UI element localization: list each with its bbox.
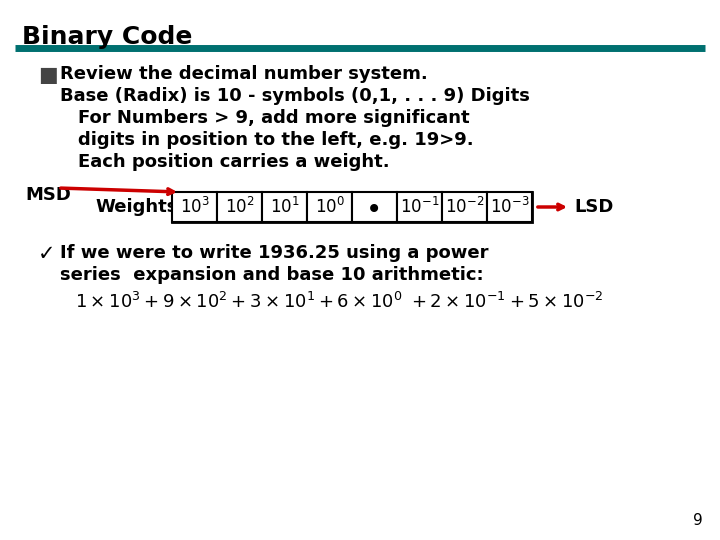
Text: Binary Code: Binary Code [22, 25, 192, 49]
Bar [397, 192, 442, 222]
Text: $10^3$: $10^3$ [179, 197, 210, 217]
Text: $10^1$: $10^1$ [270, 197, 300, 217]
Text: Review the decimal number system.: Review the decimal number system. [60, 65, 428, 83]
Bar [172, 192, 217, 222]
Bar [307, 192, 352, 222]
Text: •: • [366, 196, 382, 224]
Text: $10^{-1}$: $10^{-1}$ [400, 197, 439, 217]
Text: ✓: ✓ [38, 244, 55, 264]
Text: LSD: LSD [574, 198, 613, 216]
Text: $1\times10^3+9\times10^2+3\times10^1+6\times10^0$$\ +2\times10^{-1}+5\times10^{-: $1\times10^3+9\times10^2+3\times10^1+6\t… [75, 292, 603, 312]
Text: 9: 9 [693, 513, 703, 528]
Text: MSD: MSD [25, 186, 71, 204]
Text: series  expansion and base 10 arithmetic:: series expansion and base 10 arithmetic: [60, 266, 484, 284]
Bar [352, 192, 397, 222]
Text: ■: ■ [38, 65, 58, 85]
Bar [217, 192, 262, 222]
Text: Base (Radix) is 10 - symbols (0,1, . . . 9) Digits: Base (Radix) is 10 - symbols (0,1, . . .… [60, 87, 530, 105]
Text: $10^{-2}$: $10^{-2}$ [445, 197, 484, 217]
Text: For Numbers > 9, add more significant: For Numbers > 9, add more significant [78, 109, 469, 127]
Bar [262, 192, 307, 222]
Text: If we were to write 1936.25 using a power: If we were to write 1936.25 using a powe… [60, 244, 488, 262]
Text: Each position carries a weight.: Each position carries a weight. [78, 153, 390, 171]
Bar [442, 192, 487, 222]
Text: Weights:: Weights: [95, 198, 184, 216]
Bar [487, 192, 532, 222]
Bar [172, 192, 532, 222]
Text: digits in position to the left, e.g. 19>9.: digits in position to the left, e.g. 19>… [78, 131, 474, 149]
Text: $10^{-3}$: $10^{-3}$ [490, 197, 529, 217]
Text: $10^0$: $10^0$ [315, 197, 344, 217]
Text: $10^2$: $10^2$ [225, 197, 254, 217]
